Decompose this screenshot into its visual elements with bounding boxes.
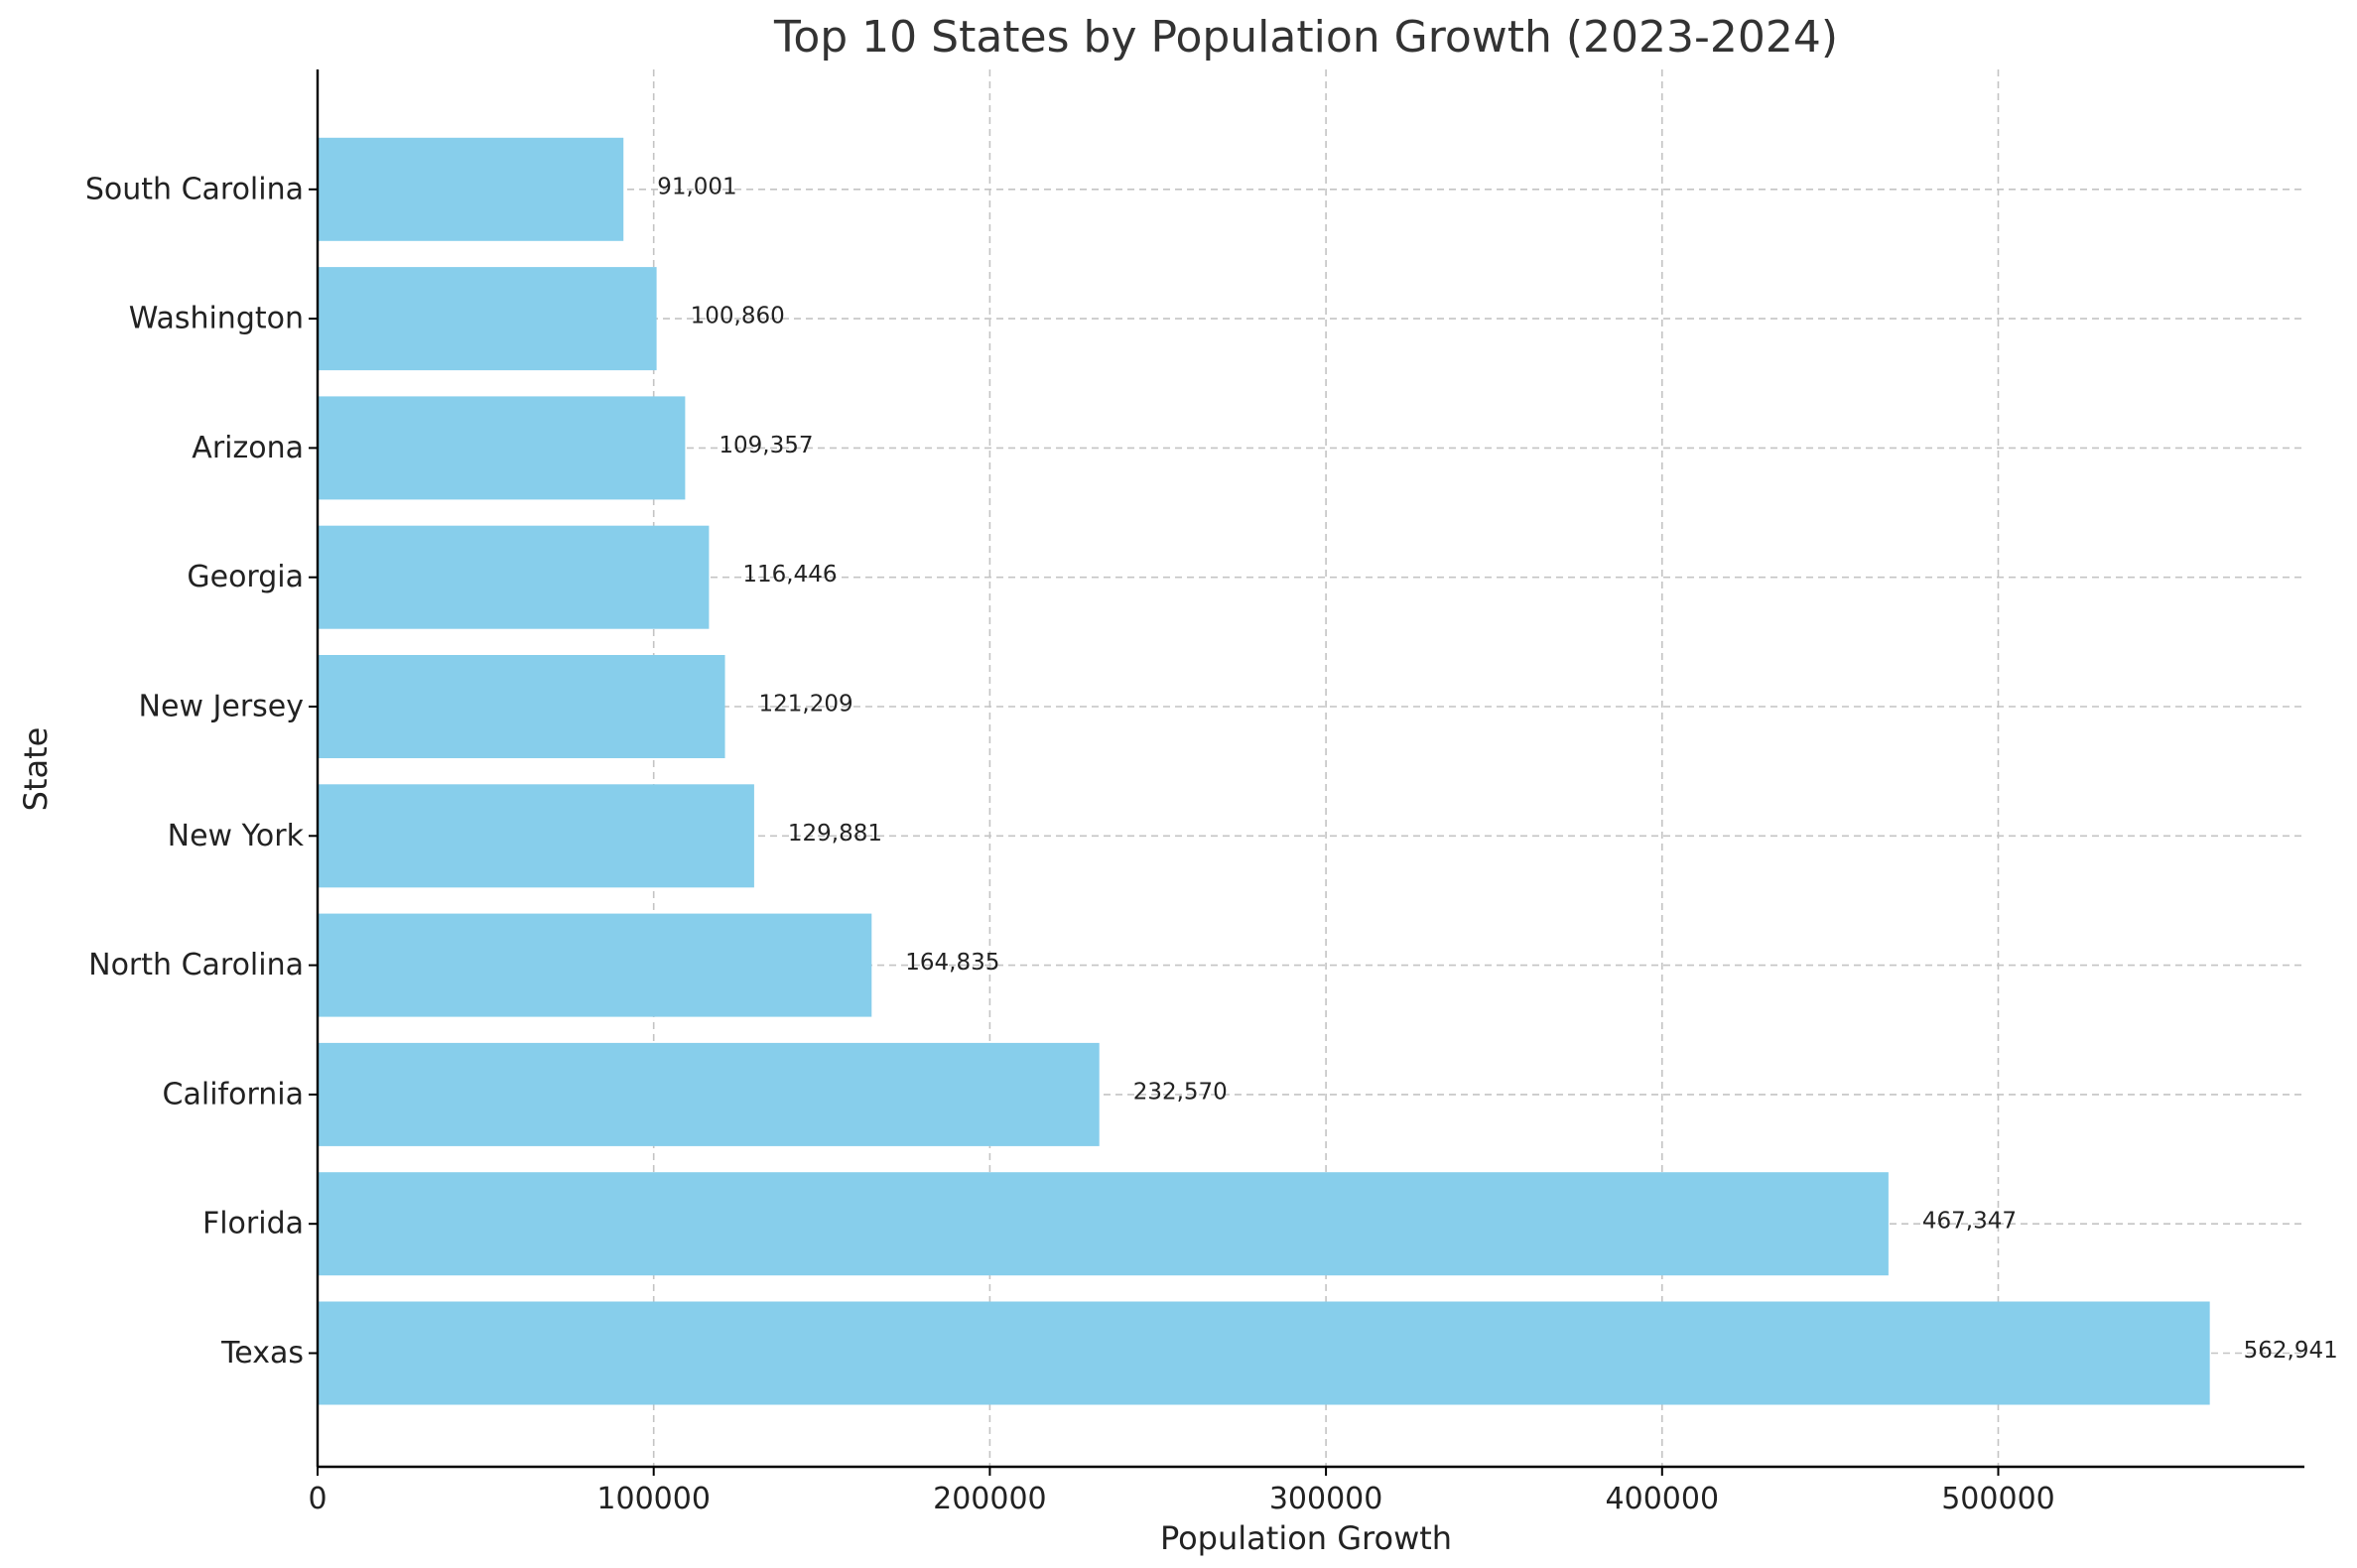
bar-value-label: 232,570 [1133,1079,1228,1105]
y-tick-label: New Jersey [139,690,304,724]
bar-value-label: 121,209 [759,692,853,718]
bar-value-label: 164,835 [905,950,999,976]
y-tick-label: Florida [202,1207,304,1241]
bar [318,655,725,758]
axes [316,69,2304,1469]
bar-value-label: 91,001 [657,174,736,199]
x-tick-label: 500000 [1941,1482,2055,1516]
bar-value-label: 129,881 [788,821,882,847]
bars [318,137,2210,1405]
bar-value-label: 116,446 [742,562,837,588]
y-tick-label: New York [168,819,305,853]
y-tick-label: South Carolina [85,172,304,206]
y-tick-label: Texas [220,1336,304,1371]
bar [318,1042,1100,1146]
bar-value-label: 100,860 [691,304,785,329]
bar [318,913,872,1017]
y-tick-label: California [163,1077,304,1111]
x-tick-label: 200000 [933,1482,1047,1516]
bar-value-label: 109,357 [719,433,813,458]
y-axis-title: State [17,727,55,812]
bar [318,1172,1889,1276]
y-tick-label: Georgia [187,560,304,594]
x-tick-label: 400000 [1606,1482,1720,1516]
x-axis-title: Population Growth [1160,1519,1452,1557]
y-tick-label: Arizona [192,431,304,465]
data-labels: 562,941 467,347 232,570 164,835 129,881 121,2… [657,174,2338,1364]
ticks: 0 100000 200000 300000 400000 500000 Texas Flor… [85,172,2055,1516]
bar [318,267,657,371]
chart-title: Top 10 States by Population Growth (2023… [773,12,1838,63]
y-tick-label: Washington [129,302,304,336]
bar [318,1301,2210,1405]
x-tick-label: 100000 [596,1482,711,1516]
bar [318,525,710,629]
y-tick-label: North Carolina [88,948,304,982]
bar [318,137,624,241]
bar [318,396,686,500]
x-tick-label: 300000 [1269,1482,1383,1516]
x-tick-label: 0 [308,1482,327,1516]
bar [318,784,754,888]
bar-value-label: 467,347 [1922,1209,2017,1235]
bar-value-label: 562,941 [2244,1338,2338,1364]
